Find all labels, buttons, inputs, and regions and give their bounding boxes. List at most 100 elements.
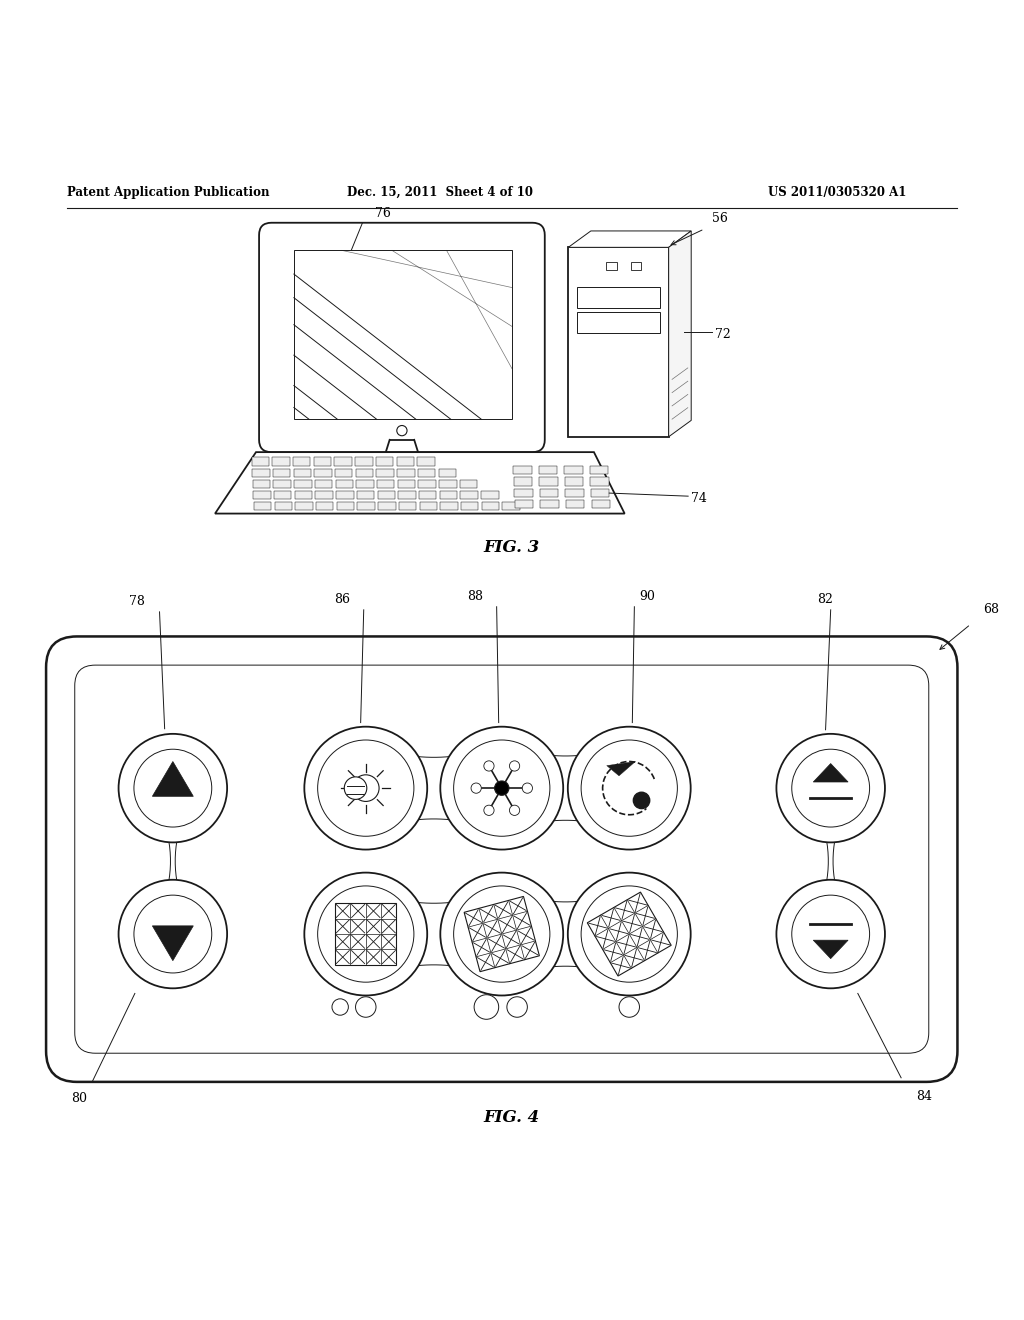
Circle shape xyxy=(317,886,414,982)
FancyBboxPatch shape xyxy=(359,469,444,488)
Bar xyxy=(631,261,641,271)
Circle shape xyxy=(440,727,563,850)
Text: FIG. 3: FIG. 3 xyxy=(484,539,540,556)
Circle shape xyxy=(483,805,494,816)
Polygon shape xyxy=(568,231,691,247)
Bar xyxy=(439,491,457,499)
Polygon shape xyxy=(669,231,691,437)
Circle shape xyxy=(507,997,527,1018)
Circle shape xyxy=(792,750,869,828)
Text: 84: 84 xyxy=(916,1090,933,1104)
Text: Patent Application Publication: Patent Application Publication xyxy=(67,186,269,198)
Circle shape xyxy=(355,997,376,1018)
Bar xyxy=(540,478,558,486)
Bar xyxy=(314,469,332,477)
Circle shape xyxy=(483,760,494,771)
Bar xyxy=(420,502,437,511)
Bar xyxy=(514,478,532,486)
Bar xyxy=(253,479,270,488)
Bar xyxy=(399,502,417,511)
Bar xyxy=(577,288,660,308)
Bar xyxy=(397,479,415,488)
Text: FIG. 4: FIG. 4 xyxy=(484,1109,540,1126)
Bar xyxy=(606,261,616,271)
Text: 80: 80 xyxy=(71,1092,87,1105)
Polygon shape xyxy=(813,763,848,781)
Circle shape xyxy=(509,805,519,816)
Bar xyxy=(294,479,311,488)
Bar xyxy=(514,488,532,496)
Bar xyxy=(337,502,354,511)
Text: 68: 68 xyxy=(983,603,999,616)
Bar xyxy=(336,479,353,488)
Circle shape xyxy=(471,783,481,793)
Bar xyxy=(440,502,458,511)
Circle shape xyxy=(440,873,563,995)
Circle shape xyxy=(344,777,367,800)
Polygon shape xyxy=(335,903,396,965)
Circle shape xyxy=(581,741,678,837)
Circle shape xyxy=(567,727,690,850)
Bar xyxy=(438,469,456,477)
Bar xyxy=(591,488,609,496)
Bar xyxy=(313,457,331,466)
Bar xyxy=(378,491,395,499)
Bar xyxy=(357,502,375,511)
Bar xyxy=(295,491,312,499)
Polygon shape xyxy=(153,762,194,796)
Bar xyxy=(541,500,559,508)
Bar xyxy=(378,502,395,511)
Circle shape xyxy=(317,741,414,837)
Bar xyxy=(396,457,414,466)
Text: 78: 78 xyxy=(129,595,145,607)
Polygon shape xyxy=(606,762,635,776)
Text: 86: 86 xyxy=(335,593,350,606)
Bar xyxy=(294,469,311,477)
Text: 76: 76 xyxy=(375,207,391,219)
Bar xyxy=(377,469,394,477)
Circle shape xyxy=(567,873,690,995)
FancyBboxPatch shape xyxy=(259,223,545,453)
Circle shape xyxy=(633,792,649,809)
Circle shape xyxy=(792,895,869,973)
Circle shape xyxy=(522,783,532,793)
Bar xyxy=(252,457,269,466)
Bar xyxy=(252,469,269,477)
Bar xyxy=(539,466,557,474)
Bar xyxy=(272,457,290,466)
Bar xyxy=(272,469,290,477)
Circle shape xyxy=(134,895,212,973)
Bar xyxy=(294,251,512,420)
Bar xyxy=(460,479,477,488)
Text: 88: 88 xyxy=(467,590,483,603)
Circle shape xyxy=(134,750,212,828)
Bar xyxy=(273,479,291,488)
Bar xyxy=(564,466,583,474)
Bar xyxy=(590,466,608,474)
Circle shape xyxy=(509,760,519,771)
Bar xyxy=(461,502,478,511)
Bar xyxy=(540,488,558,496)
Bar xyxy=(336,491,353,499)
Bar xyxy=(398,491,416,499)
Bar xyxy=(419,479,436,488)
Bar xyxy=(274,502,292,511)
Bar xyxy=(254,502,271,511)
FancyBboxPatch shape xyxy=(46,636,957,1082)
Bar xyxy=(418,469,435,477)
Bar xyxy=(356,479,374,488)
Circle shape xyxy=(397,425,408,436)
Circle shape xyxy=(474,995,499,1019)
Circle shape xyxy=(352,775,379,801)
Bar xyxy=(592,500,610,508)
Bar xyxy=(355,457,373,466)
Polygon shape xyxy=(153,925,194,961)
Text: 90: 90 xyxy=(639,590,655,603)
Bar xyxy=(356,491,374,499)
Circle shape xyxy=(304,873,427,995)
Bar xyxy=(513,466,531,474)
Circle shape xyxy=(454,741,550,837)
Bar xyxy=(295,502,312,511)
Bar xyxy=(419,491,436,499)
Bar xyxy=(481,491,499,499)
